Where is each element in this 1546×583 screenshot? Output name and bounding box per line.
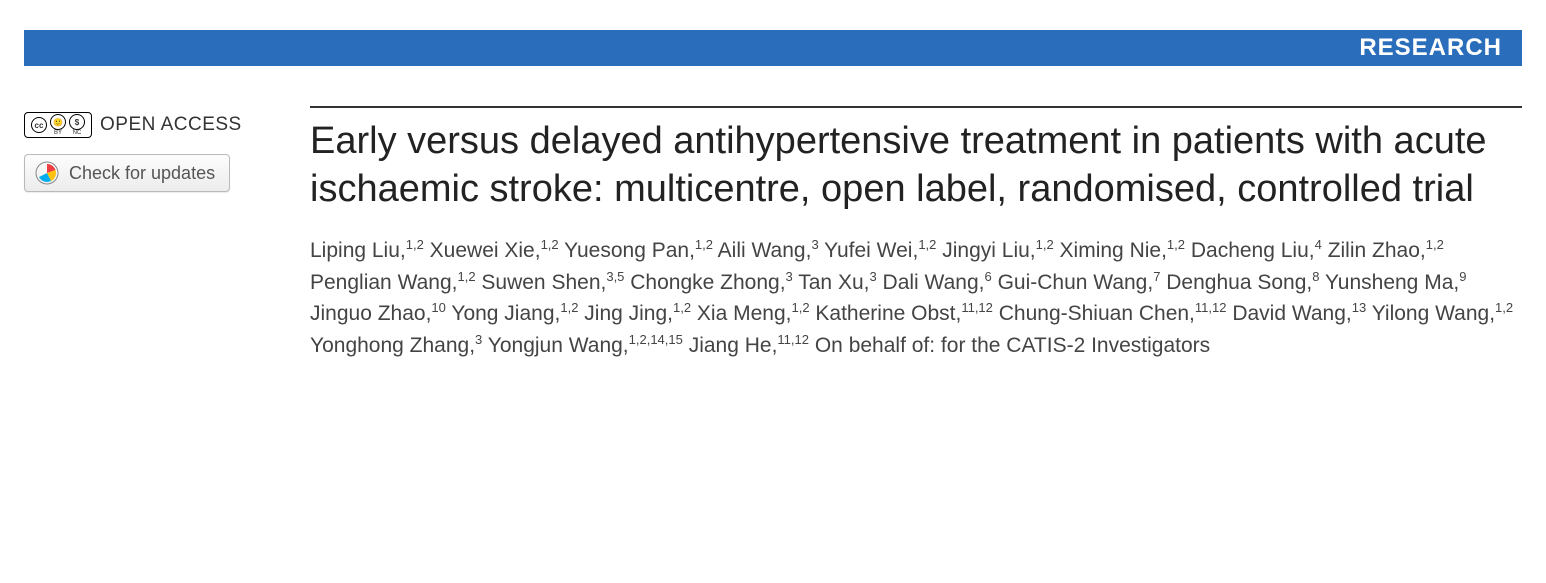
nc-icon: $ <box>69 114 85 130</box>
author: Tan Xu,3 <box>798 271 876 294</box>
affiliation-ref: 4 <box>1315 237 1322 252</box>
affiliation-ref: 1,2 <box>1167 237 1185 252</box>
author: Jiang He,11,12 <box>689 334 809 357</box>
author: Yong Jiang,1,2 <box>451 302 578 325</box>
affiliation-ref: 11,12 <box>777 332 809 347</box>
affiliation-ref: 7 <box>1153 269 1160 284</box>
author: Katherine Obst,11,12 <box>815 302 993 325</box>
author: Gui-Chun Wang,7 <box>998 271 1161 294</box>
cc-icon: cc <box>31 117 47 133</box>
author: Jinguo Zhao,10 <box>310 302 446 325</box>
affiliation-ref: 3,5 <box>606 269 624 284</box>
affiliation-ref: 1,2 <box>695 237 713 252</box>
affiliation-ref: 3 <box>811 237 818 252</box>
affiliation-ref: 11,12 <box>961 300 993 315</box>
open-access-label: OPEN ACCESS <box>100 114 242 136</box>
author: Xia Meng,1,2 <box>697 302 810 325</box>
on-behalf-of: On behalf of: for the CATIS-2 Investigat… <box>815 334 1210 357</box>
affiliation-ref: 1,2 <box>1426 237 1444 252</box>
affiliation-ref: 3 <box>869 269 876 284</box>
author: Yonghong Zhang,3 <box>310 334 482 357</box>
author: Yuesong Pan,1,2 <box>564 239 713 262</box>
affiliation-ref: 1,2 <box>541 237 559 252</box>
check-updates-button[interactable]: Check for updates <box>24 154 230 192</box>
author: Denghua Song,8 <box>1166 271 1319 294</box>
author-list: Liping Liu,1,2 Xuewei Xie,1,2 Yuesong Pa… <box>310 235 1522 361</box>
affiliation-ref: 8 <box>1312 269 1319 284</box>
affiliation-ref: 3 <box>786 269 793 284</box>
author: Aili Wang,3 <box>718 239 819 262</box>
author: Suwen Shen,3,5 <box>481 271 624 294</box>
author: Xuewei Xie,1,2 <box>430 239 559 262</box>
author: Yufei Wei,1,2 <box>824 239 936 262</box>
author: Jingyi Liu,1,2 <box>942 239 1053 262</box>
affiliation-ref: 1,2 <box>673 300 691 315</box>
cc-license-icon: cc 🙂BY $NC <box>24 112 92 138</box>
author: Yongjun Wang,1,2,14,15 <box>488 334 683 357</box>
author: Dali Wang,6 <box>883 271 992 294</box>
author: Liping Liu,1,2 <box>310 239 424 262</box>
article-main: Early versus delayed antihypertensive tr… <box>310 106 1522 361</box>
content-row: cc 🙂BY $NC OPEN ACCESS Check for updates… <box>0 66 1546 381</box>
affiliation-ref: 9 <box>1459 269 1466 284</box>
author: Ximing Nie,1,2 <box>1060 239 1185 262</box>
affiliation-ref: 1,2 <box>1495 300 1513 315</box>
affiliation-ref: 1,2 <box>560 300 578 315</box>
affiliation-ref: 1,2,14,15 <box>629 332 683 347</box>
author: Yilong Wang,1,2 <box>1372 302 1513 325</box>
author: Penglian Wang,1,2 <box>310 271 476 294</box>
section-banner-label: RESEARCH <box>1359 34 1502 62</box>
sidebar: cc 🙂BY $NC OPEN ACCESS Check for updates <box>24 106 286 361</box>
author: Zilin Zhao,1,2 <box>1328 239 1444 262</box>
affiliation-ref: 13 <box>1352 300 1366 315</box>
open-access-badge: cc 🙂BY $NC OPEN ACCESS <box>24 112 286 138</box>
affiliation-ref: 10 <box>431 300 445 315</box>
affiliation-ref: 3 <box>475 332 482 347</box>
crossmark-icon <box>35 161 59 185</box>
check-updates-label: Check for updates <box>69 163 215 184</box>
author: Chung-Shiuan Chen,11,12 <box>999 302 1227 325</box>
author: Yunsheng Ma,9 <box>1325 271 1467 294</box>
author: Jing Jing,1,2 <box>584 302 691 325</box>
section-banner: RESEARCH <box>24 30 1522 66</box>
author: Dacheng Liu,4 <box>1191 239 1322 262</box>
by-icon: 🙂 <box>50 114 66 130</box>
affiliation-ref: 6 <box>984 269 991 284</box>
article-title: Early versus delayed antihypertensive tr… <box>310 118 1522 213</box>
affiliation-ref: 1,2 <box>918 237 936 252</box>
author: David Wang,13 <box>1232 302 1366 325</box>
affiliation-ref: 1,2 <box>1036 237 1054 252</box>
author: Chongke Zhong,3 <box>630 271 793 294</box>
affiliation-ref: 1,2 <box>406 237 424 252</box>
affiliation-ref: 1,2 <box>457 269 475 284</box>
affiliation-ref: 1,2 <box>791 300 809 315</box>
affiliation-ref: 11,12 <box>1195 300 1227 315</box>
